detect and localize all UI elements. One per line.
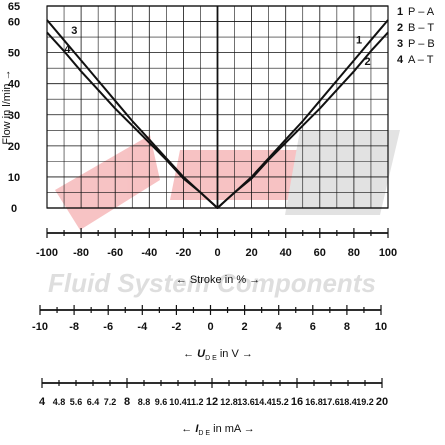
current-tick-label-minor: 13.6 xyxy=(237,397,255,407)
y-tick-label: 20 xyxy=(8,141,20,153)
watermark-shape-red-2 xyxy=(170,150,300,200)
current-tick-label-minor: 18.4 xyxy=(339,397,357,407)
current-tick-label-major: 8 xyxy=(124,396,130,408)
voltage-tick-label: -4 xyxy=(137,321,148,333)
stroke-tick-label: -20 xyxy=(175,247,191,259)
current-tick-label-minor: 15.2 xyxy=(271,397,289,407)
voltage-tick-label: -10 xyxy=(32,321,48,333)
current-tick-label-major: 4 xyxy=(39,396,46,408)
current-tick-label-major: 20 xyxy=(376,396,388,408)
stroke-tick-label: 80 xyxy=(348,247,360,259)
current-tick-label-minor: 16.8 xyxy=(305,397,323,407)
curve-2 xyxy=(46,31,389,209)
watermark-shape-grey xyxy=(285,130,400,215)
current-tick-label-minor: 7.2 xyxy=(104,397,117,407)
current-scale-title: ← ID E in mA → xyxy=(181,423,254,437)
curve-label-3: 3 xyxy=(71,25,77,37)
current-tick-label-minor: 4.8 xyxy=(53,397,66,407)
current-tick-label-minor: 17.6 xyxy=(322,397,340,407)
legend-label-4: A – T xyxy=(408,54,434,66)
stroke-scale-title: ← Stroke in % → xyxy=(176,274,260,286)
legend-label-1: P – A xyxy=(408,6,435,18)
stroke-tick-label: -80 xyxy=(73,247,89,259)
stroke-tick-label: 40 xyxy=(280,247,292,259)
stroke-tick-label: 0 xyxy=(214,247,220,259)
legend-label-2: B – T xyxy=(408,22,434,34)
y-axis-title: Flow in l/min → xyxy=(1,69,13,144)
current-tick-label-minor: 6.4 xyxy=(87,397,100,407)
plot-area: 12 34 xyxy=(46,5,389,209)
curve-label-4: 4 xyxy=(64,44,71,56)
voltage-tick-label: -2 xyxy=(172,321,182,333)
curve-label-2: 2 xyxy=(364,56,370,68)
voltage-tick-label: -6 xyxy=(103,321,113,333)
y-tick-label: 0 xyxy=(11,203,17,215)
legend-number-2: 2 xyxy=(397,22,403,34)
stroke-tick-label: 20 xyxy=(245,247,257,259)
y-tick-labels: 0 10 20 30 40 50 60 65 xyxy=(8,1,20,215)
current-tick-label-minor: 10.4 xyxy=(169,397,187,407)
stroke-scale: -100 -80 -60 -40 -20 0 20 40 60 80 100 ← Stroke in … xyxy=(36,228,397,286)
voltage-tick-label: 8 xyxy=(344,321,350,333)
legend-label-3: P – B xyxy=(408,38,435,50)
y-tick-label: 10 xyxy=(8,172,20,184)
y-tick-label: 60 xyxy=(8,17,20,29)
stroke-tick-label: -100 xyxy=(36,247,58,259)
current-tick-label-minor: 8.8 xyxy=(138,397,151,407)
current-scale: 4 8 12 16 20 4.8 5.6 6.4 7.2 8.8 9.6 10.4 11.2 12.8 13… xyxy=(39,378,388,437)
stroke-tick-label: -40 xyxy=(141,247,157,259)
current-tick-label-minor: 5.6 xyxy=(70,397,83,407)
watermark-shape-red xyxy=(55,135,160,230)
y-tick-label: 50 xyxy=(8,48,20,60)
current-tick-label-minor: 12.8 xyxy=(220,397,238,407)
voltage-scale-title: ← UD E in V → xyxy=(183,348,253,362)
legend: 1 P – A 2 B – T 3 P – B 4 A – T xyxy=(397,6,435,66)
stroke-tick-label: 60 xyxy=(314,247,326,259)
legend-number-4: 4 xyxy=(397,54,404,66)
watermark-logo: Fluid System Components xyxy=(48,130,400,298)
current-tick-label-major: 16 xyxy=(291,396,303,408)
voltage-tick-label: 0 xyxy=(207,321,213,333)
current-tick-label-minor: 9.6 xyxy=(155,397,168,407)
stroke-tick-label: -60 xyxy=(107,247,123,259)
legend-number-3: 3 xyxy=(397,38,403,50)
voltage-scale: -10 -8 -6 -4 -2 0 2 4 6 8 10 ← UD E in V → xyxy=(32,305,387,362)
current-tick-label-minor: 19.2 xyxy=(356,397,374,407)
voltage-tick-label: -8 xyxy=(69,321,79,333)
y-tick-label: 65 xyxy=(8,1,20,13)
voltage-tick-label: 4 xyxy=(276,321,283,333)
voltage-tick-label: 10 xyxy=(375,321,387,333)
y-tick-label: 40 xyxy=(8,79,20,91)
curve-label-1: 1 xyxy=(356,34,362,46)
current-tick-label-minor: 11.2 xyxy=(186,397,203,407)
y-tick-label: 30 xyxy=(8,110,20,122)
current-tick-label-major: 12 xyxy=(206,396,218,408)
legend-number-1: 1 xyxy=(397,6,403,18)
stroke-tick-label: 100 xyxy=(379,247,397,259)
watermark-text: Fluid System Components xyxy=(48,268,376,298)
current-tick-label-minor: 14.4 xyxy=(254,397,272,407)
voltage-tick-label: 6 xyxy=(310,321,316,333)
voltage-tick-label: 2 xyxy=(242,321,248,333)
